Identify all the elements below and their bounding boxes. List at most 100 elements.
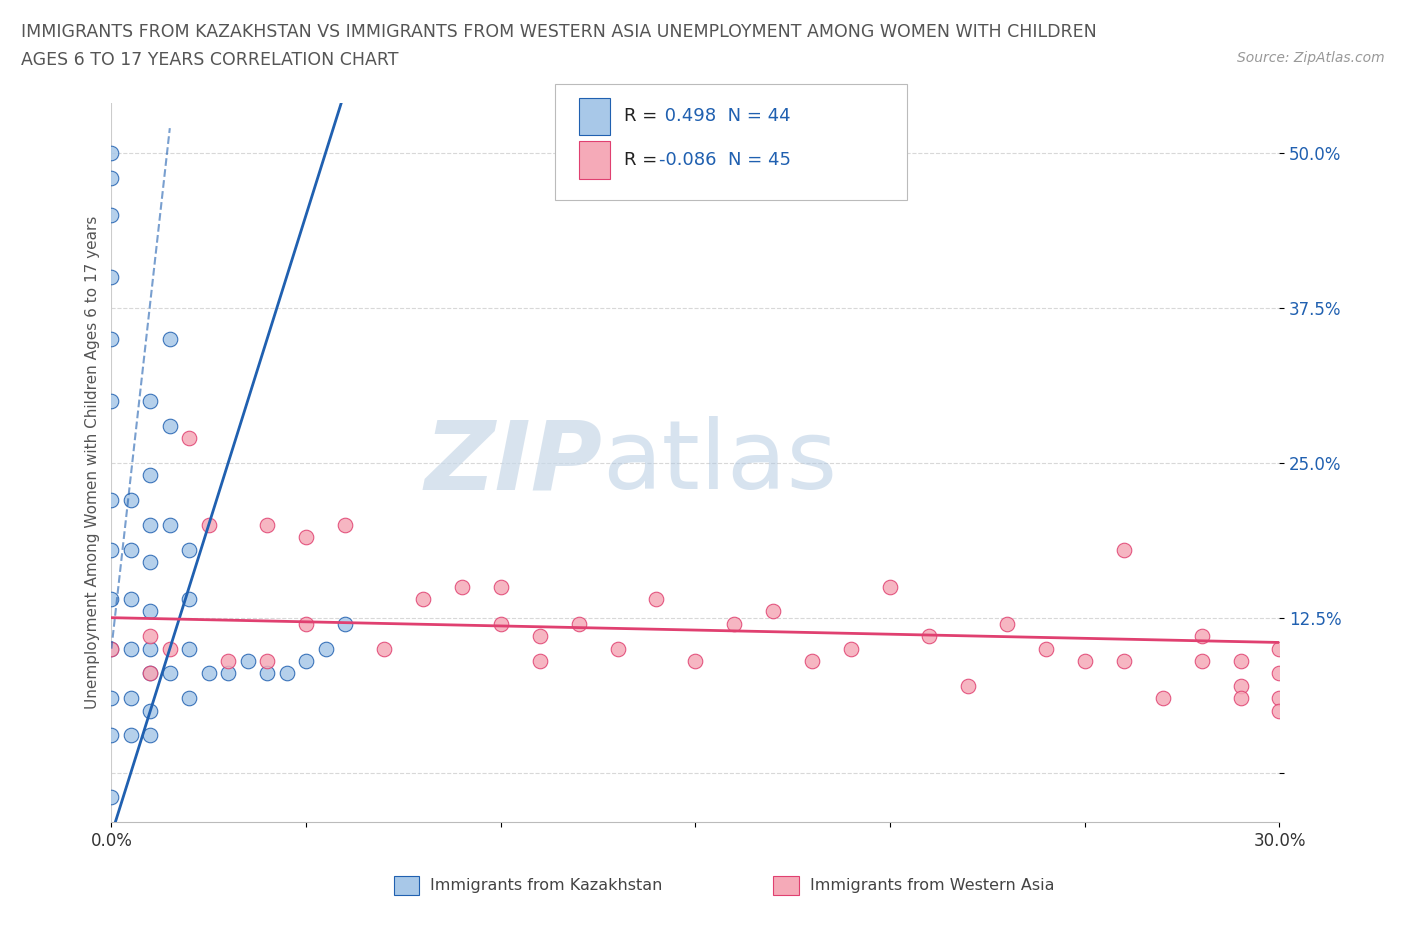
Point xyxy=(100,493,122,508)
Point xyxy=(100,790,122,804)
Point xyxy=(1268,641,1291,656)
Point xyxy=(1152,691,1174,706)
Point xyxy=(120,641,142,656)
Point xyxy=(120,591,142,606)
Point xyxy=(1112,654,1135,669)
Point xyxy=(100,542,122,557)
Point xyxy=(956,678,979,693)
Point xyxy=(606,641,628,656)
Point xyxy=(159,666,181,681)
Point xyxy=(1191,654,1213,669)
Point xyxy=(120,691,142,706)
Point xyxy=(139,666,162,681)
Point xyxy=(529,629,551,644)
Point xyxy=(139,554,162,569)
Point xyxy=(1268,666,1291,681)
Point xyxy=(139,517,162,532)
Text: 0.498  N = 44: 0.498 N = 44 xyxy=(659,107,792,126)
Point xyxy=(333,517,356,532)
Y-axis label: Unemployment Among Women with Children Ages 6 to 17 years: Unemployment Among Women with Children A… xyxy=(86,216,100,710)
Point xyxy=(100,393,122,408)
Text: atlas: atlas xyxy=(602,417,837,510)
Text: ZIP: ZIP xyxy=(425,417,602,510)
Point xyxy=(256,654,278,669)
Point xyxy=(120,728,142,743)
Point xyxy=(276,666,298,681)
Point xyxy=(412,591,434,606)
Point xyxy=(450,579,472,594)
Point xyxy=(139,641,162,656)
Point xyxy=(839,641,862,656)
Point xyxy=(159,517,181,532)
Point xyxy=(1229,678,1251,693)
Point xyxy=(179,591,201,606)
Point xyxy=(1229,691,1251,706)
Point xyxy=(100,691,122,706)
Point xyxy=(256,666,278,681)
Point xyxy=(100,591,122,606)
Point xyxy=(139,629,162,644)
Point xyxy=(1268,703,1291,718)
Text: R =: R = xyxy=(624,107,664,126)
Point xyxy=(100,145,122,160)
Point xyxy=(179,641,201,656)
Text: Immigrants from Western Asia: Immigrants from Western Asia xyxy=(810,878,1054,893)
Point xyxy=(139,468,162,483)
Point xyxy=(179,691,201,706)
Point xyxy=(918,629,941,644)
Point xyxy=(333,617,356,631)
Point xyxy=(1229,654,1251,669)
Point xyxy=(685,654,707,669)
Text: Immigrants from Kazakhstan: Immigrants from Kazakhstan xyxy=(430,878,662,893)
Point xyxy=(295,617,318,631)
Point xyxy=(236,654,259,669)
Point xyxy=(100,170,122,185)
Text: -0.086  N = 45: -0.086 N = 45 xyxy=(659,151,792,169)
Point xyxy=(120,542,142,557)
Point xyxy=(139,666,162,681)
Point xyxy=(295,654,318,669)
Point xyxy=(197,517,219,532)
Point xyxy=(995,617,1018,631)
Point xyxy=(801,654,824,669)
Point xyxy=(723,617,745,631)
Point xyxy=(1191,629,1213,644)
Point xyxy=(197,666,219,681)
Point xyxy=(159,331,181,346)
Text: AGES 6 TO 17 YEARS CORRELATION CHART: AGES 6 TO 17 YEARS CORRELATION CHART xyxy=(21,51,398,69)
Point xyxy=(645,591,668,606)
Point xyxy=(139,728,162,743)
Point xyxy=(139,703,162,718)
Point xyxy=(159,418,181,433)
Point xyxy=(295,530,318,545)
Point xyxy=(179,431,201,445)
Point xyxy=(139,393,162,408)
Point xyxy=(100,207,122,222)
Point xyxy=(1268,691,1291,706)
Point xyxy=(120,493,142,508)
Point xyxy=(879,579,901,594)
Point xyxy=(529,654,551,669)
Point xyxy=(100,641,122,656)
Point xyxy=(256,517,278,532)
Text: Source: ZipAtlas.com: Source: ZipAtlas.com xyxy=(1237,51,1385,65)
Point xyxy=(100,728,122,743)
Point xyxy=(762,604,785,619)
Point xyxy=(100,270,122,285)
Point xyxy=(1035,641,1057,656)
Point xyxy=(179,542,201,557)
Point xyxy=(489,617,512,631)
Text: IMMIGRANTS FROM KAZAKHSTAN VS IMMIGRANTS FROM WESTERN ASIA UNEMPLOYMENT AMONG WO: IMMIGRANTS FROM KAZAKHSTAN VS IMMIGRANTS… xyxy=(21,23,1097,41)
Point xyxy=(100,331,122,346)
Point xyxy=(568,617,591,631)
Point xyxy=(159,641,181,656)
Point xyxy=(489,579,512,594)
Point xyxy=(100,641,122,656)
Point xyxy=(139,604,162,619)
Point xyxy=(315,641,337,656)
Point xyxy=(1074,654,1097,669)
Point xyxy=(373,641,395,656)
Text: R =: R = xyxy=(624,151,664,169)
Point xyxy=(1112,542,1135,557)
Point xyxy=(217,654,239,669)
